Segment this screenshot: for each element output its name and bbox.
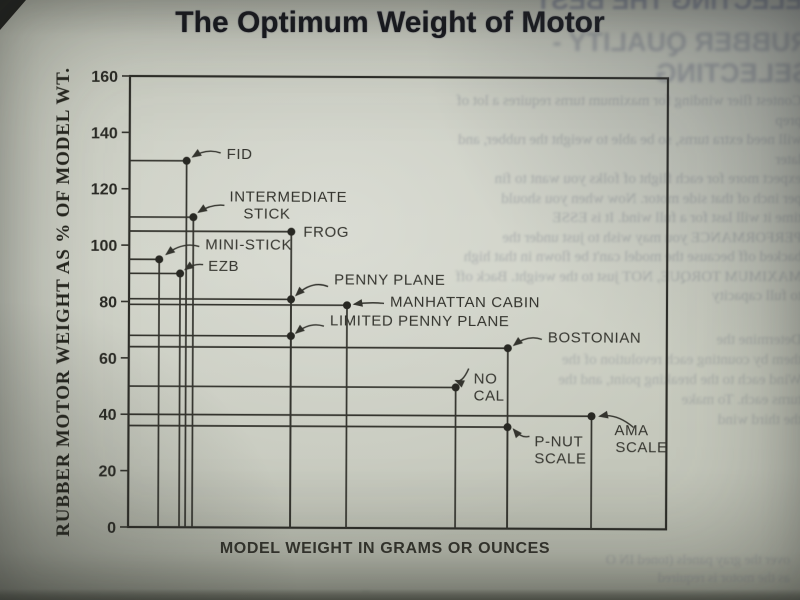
chart-point-manhattan-cabin: MANHATTAN CABIN <box>129 293 540 528</box>
point-label: NO <box>474 371 498 388</box>
point-label: AMA <box>614 422 648 439</box>
data-dot <box>287 227 296 236</box>
point-label: LIMITED PENNY PLANE <box>330 312 510 330</box>
point-label: SCALE <box>615 439 667 456</box>
drop-line <box>191 217 195 528</box>
chart-point-mini-stick: MINI-STICK <box>129 237 292 528</box>
point-label: BOSTONIAN <box>548 329 642 346</box>
point-label: INTERMEDIATE <box>229 188 347 206</box>
level-line <box>128 345 508 350</box>
chart-point-fid: FID <box>129 146 253 528</box>
point-label: CAL <box>474 388 505 405</box>
data-dot <box>189 213 198 222</box>
point-label: MINI-STICK <box>205 237 292 254</box>
y-tick-label: 40 <box>99 407 117 424</box>
y-tick-label: 120 <box>91 182 118 199</box>
label-arrow <box>183 261 204 271</box>
point-label: P-NUT <box>534 433 583 450</box>
drop-line <box>289 336 292 528</box>
page-bottom-edge-shadow <box>0 589 800 600</box>
point-label: FID <box>227 146 253 163</box>
x-axis-title: MODEL WEIGHT IN GRAMS OR OUNCES <box>219 540 551 557</box>
point-label: FROG <box>303 224 349 241</box>
drop-line <box>454 387 457 529</box>
label-arrow <box>454 368 470 388</box>
y-tick-label: 0 <box>107 520 116 537</box>
point-label: PENNY PLANE <box>334 272 445 289</box>
level-line <box>129 230 292 233</box>
y-tick-label: 20 <box>98 463 116 480</box>
level-line <box>128 413 592 418</box>
data-dot <box>287 295 296 304</box>
data-dot <box>342 301 351 310</box>
chart-point-limited-penny-plane: LIMITED PENNY PLANE <box>128 312 510 528</box>
point-label: SCALE <box>534 450 586 467</box>
chart-point-bostonian: BOSTONIAN <box>128 329 642 529</box>
level-line <box>129 303 348 307</box>
point-label: STICK <box>243 205 290 222</box>
label-arrow <box>295 283 329 297</box>
y-tick-label: 160 <box>91 69 118 86</box>
point-label: MANHATTAN CABIN <box>390 293 540 311</box>
drop-line <box>184 160 188 528</box>
data-dot <box>155 255 164 264</box>
chart-point-ezb: EZB <box>129 258 239 528</box>
label-arrow <box>512 428 530 439</box>
label-arrow <box>512 337 543 347</box>
drop-line <box>178 273 181 528</box>
data-dot <box>587 412 596 421</box>
label-arrow <box>598 410 634 428</box>
label-arrow <box>191 149 221 158</box>
y-tick-label: 100 <box>91 238 118 255</box>
data-dot <box>286 332 295 341</box>
y-tick-label: 60 <box>99 351 117 368</box>
label-arrow <box>197 204 225 213</box>
data-dot <box>182 156 191 165</box>
data-dot <box>503 423 512 432</box>
label-arrow <box>294 324 325 334</box>
data-dot <box>503 344 512 353</box>
data-dot <box>451 383 460 392</box>
y-tick-label: 140 <box>91 125 118 142</box>
label-arrow <box>165 244 200 256</box>
data-dot <box>176 269 185 278</box>
point-label: EZB <box>208 258 239 275</box>
level-line <box>128 334 291 337</box>
level-line <box>128 424 508 429</box>
y-tick-label: 80 <box>99 294 117 311</box>
label-arrow <box>352 299 385 307</box>
chart-title: The Optimum Weight of Motor <box>175 6 605 39</box>
drop-line <box>345 305 348 528</box>
level-line <box>128 385 456 389</box>
level-line <box>129 297 292 301</box>
